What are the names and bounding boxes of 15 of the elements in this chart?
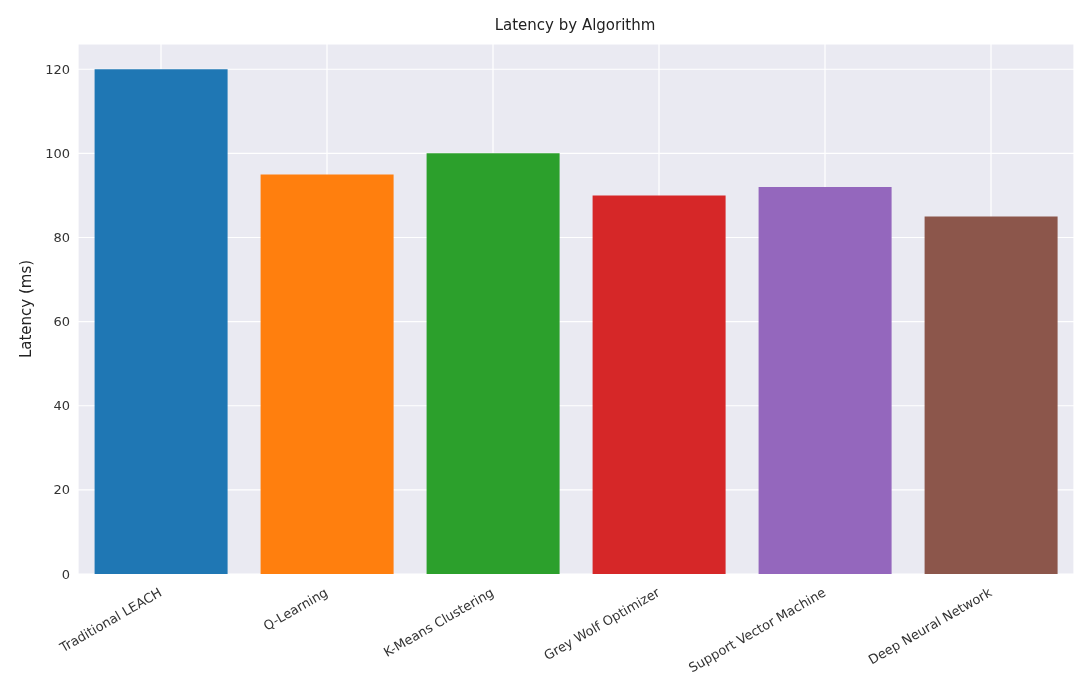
y-tick-label: 120 — [45, 61, 70, 77]
bar — [924, 216, 1058, 574]
y-axis-title: Latency (ms) — [17, 259, 36, 359]
bar — [758, 187, 892, 574]
y-tick-label: 60 — [53, 314, 70, 330]
y-tick-label: 0 — [61, 566, 70, 582]
chart-title: Latency by Algorithm — [493, 15, 657, 34]
bar — [260, 174, 394, 574]
y-tick-label: 80 — [53, 230, 70, 246]
bar — [592, 195, 726, 574]
bar — [94, 69, 228, 574]
y-tick-label: 100 — [45, 145, 70, 161]
bar — [426, 153, 560, 574]
y-tick-label: 40 — [53, 398, 70, 414]
y-tick-label: 20 — [53, 482, 70, 498]
